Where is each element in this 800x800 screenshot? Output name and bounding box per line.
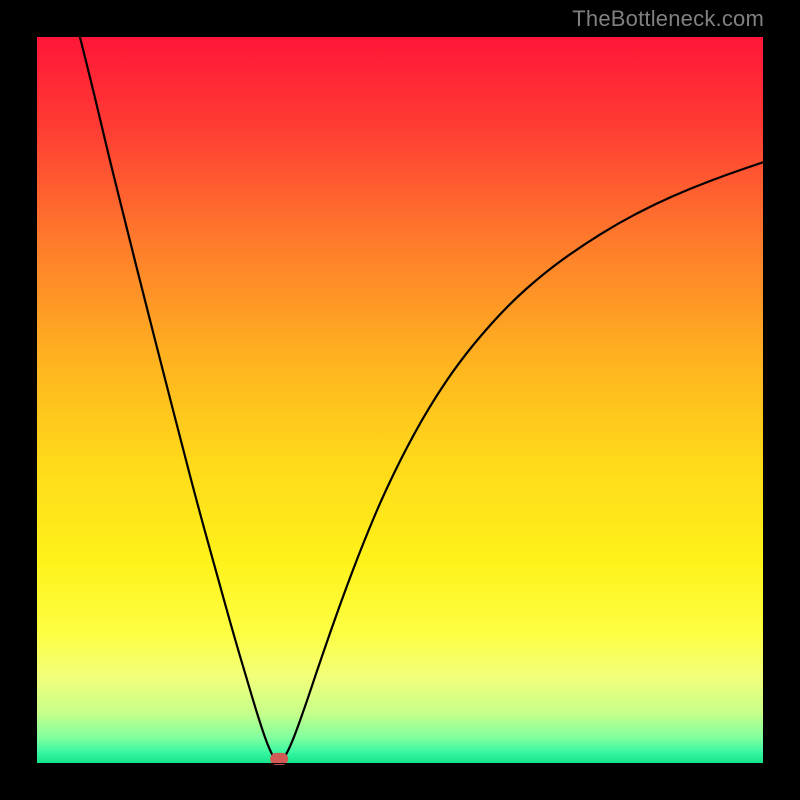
chart-root: TheBottleneck.com (0, 0, 800, 800)
chart-svg (0, 0, 800, 800)
plot-background-gradient (36, 36, 764, 764)
watermark-text: TheBottleneck.com (572, 6, 764, 32)
